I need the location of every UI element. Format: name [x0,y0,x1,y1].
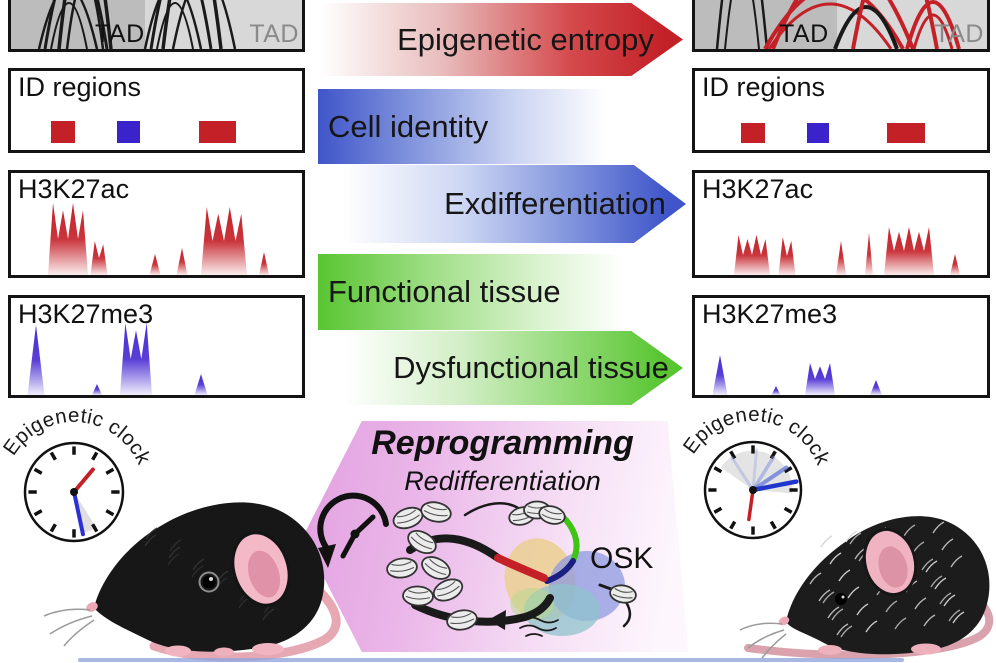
mouse-rear-foot [911,643,941,655]
epigenetic-clock-right: Epigenetic clock [679,403,834,540]
reprogramming-title: Reprogramming [371,424,634,462]
tad-label-left-light: TAD [249,20,299,48]
exdifferentiation-label: Exdifferentiation [444,186,666,221]
redifferentiation-subtitle: Redifferentiation [404,466,601,496]
mouse-tail [744,592,994,659]
rewind-clock-icon [317,492,389,568]
mouse-eye [835,593,847,605]
young-mouse-illustration [43,502,341,662]
tad-arcs-right [715,0,961,49]
tad-region-light [145,0,302,49]
nucleosome-trio [508,500,566,526]
tad-arcs-left [37,0,237,49]
id-regions-label: ID regions [18,72,142,102]
tad-label-right-light: TAD [934,20,984,48]
id-region-square [887,123,925,143]
h3k27me3-track-left [27,323,208,395]
mouse-ear-inner [878,546,908,588]
tad-label-right-dark: TAD [779,20,829,48]
id-region-square [51,121,75,143]
mouse-whiskers [739,622,787,659]
h3k27ac-panel-right: H3K27ac [692,170,990,278]
osk-label: OSK [590,542,654,575]
id-region-square [741,123,765,143]
id-regions-panel-right: ID regions [692,68,990,153]
dysfunctional-tissue-label: Dysfunctional tissue [393,350,669,385]
cell-identity-label: Cell identity [328,108,489,144]
old-mouse-illustration [739,516,994,659]
h3k27ac-track-right [734,227,960,275]
mouse-rear-foot [252,643,284,655]
tad-panel-right: TAD TAD [692,0,990,52]
epigenetic-entropy-arrow: Epigenetic entropy [313,3,683,76]
mouse-nose [778,616,790,626]
h3k27me3-label: H3K27me3 [702,299,838,329]
epigenetic-clock-left: Epigenetic clock [0,404,155,543]
strand-arrowhead [488,610,506,630]
chromatin-reprogramming-illustration [317,492,637,637]
h3k27ac-label: H3K27ac [702,174,814,204]
mouse-ear-inner [247,550,281,598]
mouse-eye-ring [198,571,220,593]
tad-region-dark [11,0,145,49]
h3k27ac-track-left [48,203,269,275]
mouse-paw [214,647,234,657]
epigenetic-entropy-label: Epigenetic entropy [397,21,654,57]
tad-label-left-dark: TAD [95,20,145,48]
exdifferentiation-arrow: Exdifferentiation [314,165,686,243]
h3k27me3-panel-left: H3K27me3 [8,295,305,398]
id-region-square [117,121,140,143]
eye-glint [209,577,213,581]
nucleosome-cluster [386,501,464,607]
id-regions-panel-left: ID regions [8,68,305,153]
functional-tissue-label: Functional tissue [328,274,561,309]
eye-glint [841,595,845,599]
id-region-square [807,123,829,143]
single-nucleosome-bottom [446,609,478,631]
cell-identity-bar: Cell identity [318,89,678,164]
mouse-eye [202,575,216,589]
genome-axis-line [78,658,904,662]
h3k27me3-panel-right: H3K27me3 [692,295,990,398]
h3k27me3-label: H3K27me3 [18,299,154,329]
h3k27ac-label: H3K27ac [18,174,130,204]
mouse-whiskers [43,608,95,647]
dysfunctional-tissue-arrow: Dysfunctional tissue [314,331,683,405]
single-nucleosome-right [609,584,637,604]
id-regions-label: ID regions [702,72,826,102]
id-region-square [199,121,236,143]
functional-tissue-bar: Functional tissue [318,254,678,330]
h3k27me3-track-right [712,355,882,395]
tad-panel-left: TAD TAD [8,0,305,52]
mouse-front-foot [818,645,842,655]
reprogramming-arrow [303,421,689,652]
mouse-tail [149,583,341,662]
mouse-front-foot [165,645,191,657]
h3k27ac-panel-left: H3K27ac [8,170,305,278]
